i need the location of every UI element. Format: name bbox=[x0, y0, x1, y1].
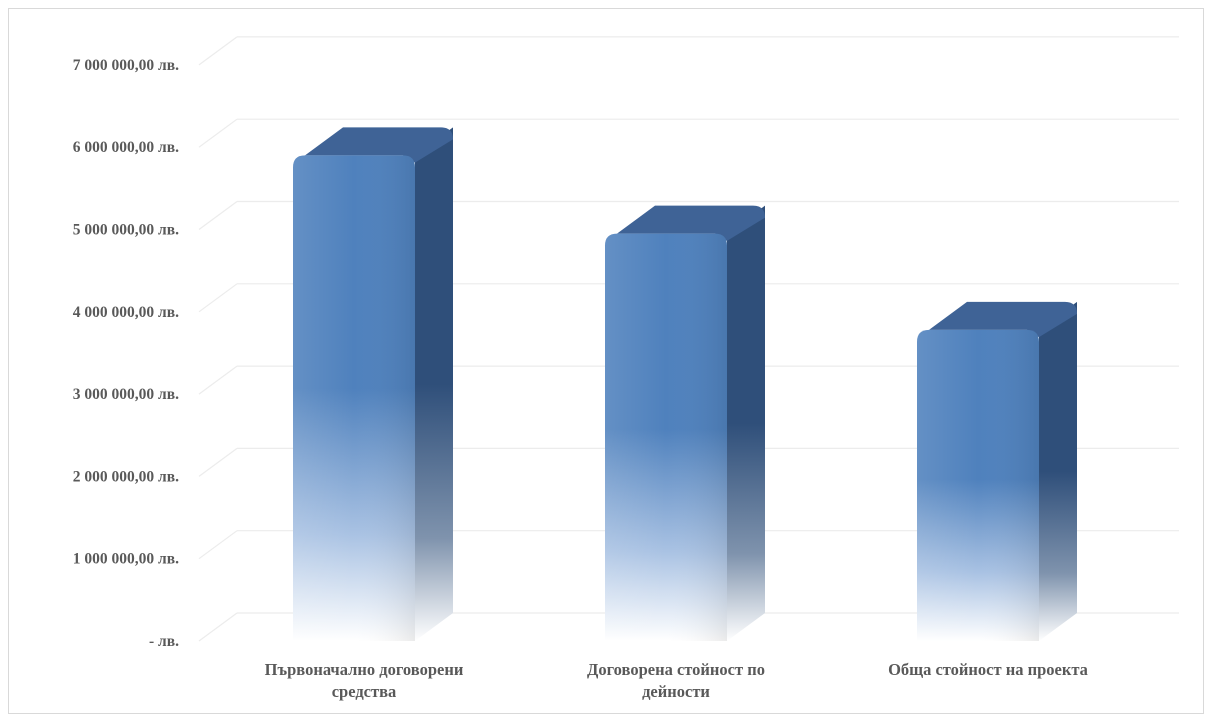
gridline-depth bbox=[198, 365, 238, 395]
x-category-label: Първоначално договорени средства bbox=[265, 660, 464, 701]
gridline-depth bbox=[198, 283, 238, 313]
y-tick-label: 3 000 000,00 лв. bbox=[73, 386, 179, 403]
bar-side bbox=[1039, 301, 1077, 641]
y-tick-label: 7 000 000,00 лв. bbox=[73, 57, 179, 74]
bar-chart: - лв. 1 000 000,00 лв. 2 000 000,00 лв. 3 0… bbox=[73, 36, 1179, 701]
gridline-depth bbox=[198, 612, 238, 642]
bar bbox=[917, 301, 1077, 641]
x-category-label-line: дейности bbox=[642, 682, 710, 701]
x-category-label-line: Договорена стойност по bbox=[587, 660, 765, 679]
gridline-depth bbox=[198, 36, 238, 66]
bar bbox=[605, 205, 765, 642]
bar-front-shading bbox=[605, 233, 727, 642]
bar-top bbox=[617, 205, 765, 241]
gridline-depth bbox=[198, 201, 238, 230]
y-tick-label: 5 000 000,00 лв. bbox=[73, 222, 179, 239]
y-tick-label: 4 000 000,00 лв. bbox=[73, 304, 179, 321]
x-category-label-line: Обща стойност на проекта bbox=[888, 660, 1088, 679]
x-category-label: Договорена стойност по дейности bbox=[587, 660, 765, 701]
bar-top bbox=[929, 301, 1077, 338]
y-tick-label: 6 000 000,00 лв. bbox=[73, 139, 179, 156]
bar-front-shading bbox=[917, 329, 1039, 641]
gridline-depth bbox=[198, 447, 238, 477]
y-tick-label: - лв. bbox=[149, 633, 179, 650]
chart-frame: - лв. 1 000 000,00 лв. 2 000 000,00 лв. 3 0… bbox=[8, 8, 1204, 714]
bar bbox=[293, 127, 453, 642]
y-axis-tick-labels: - лв. 1 000 000,00 лв. 2 000 000,00 лв. 3 0… bbox=[73, 57, 179, 650]
x-category-label-line: средства bbox=[332, 682, 397, 701]
x-category-label-line: Първоначално договорени bbox=[265, 660, 464, 679]
bar-top bbox=[305, 127, 453, 163]
x-axis-category-labels: Първоначално договорени средства Договорен… bbox=[265, 660, 1088, 701]
x-category-label: Обща стойност на проекта bbox=[888, 660, 1088, 679]
y-tick-label: 1 000 000,00 лв. bbox=[73, 551, 179, 568]
bar-front-shading bbox=[293, 155, 415, 641]
y-tick-label: 2 000 000,00 лв. bbox=[73, 468, 179, 485]
bar-side bbox=[415, 127, 453, 642]
bars bbox=[293, 127, 1077, 642]
gridline-depth bbox=[198, 530, 238, 560]
gridline-depth bbox=[198, 118, 238, 148]
bar-side bbox=[727, 205, 765, 642]
